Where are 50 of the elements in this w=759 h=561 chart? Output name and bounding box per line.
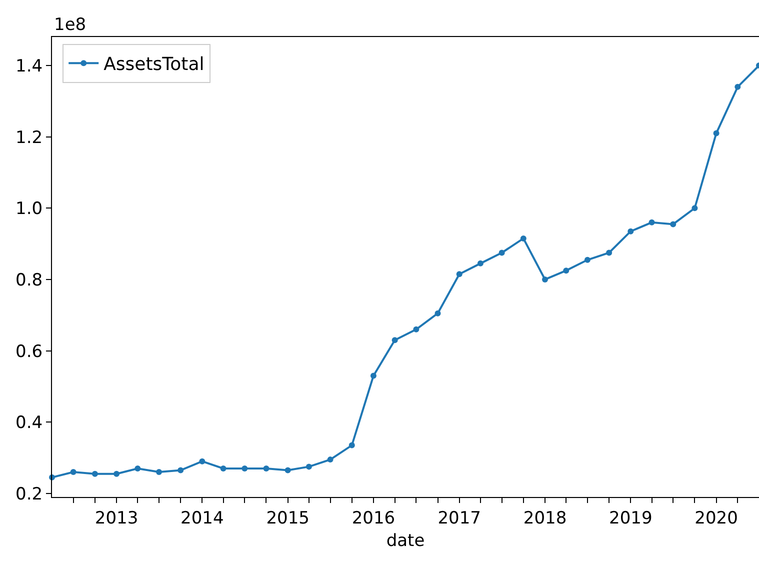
y-tick-label: 1.0 — [16, 199, 43, 220]
point — [92, 470, 98, 477]
point — [628, 228, 634, 234]
x-tick-label: 2015 — [266, 508, 310, 528]
point — [220, 465, 226, 472]
point — [734, 84, 741, 90]
point — [413, 326, 420, 332]
point — [477, 260, 484, 266]
point — [563, 268, 570, 274]
point — [263, 465, 270, 472]
point — [670, 221, 676, 228]
point — [584, 256, 590, 263]
y-tick-label: 0.8 — [16, 270, 43, 290]
y-tick-label: 0.2 — [16, 484, 43, 504]
point — [156, 469, 162, 476]
y-tick-label: 1.4 — [16, 56, 43, 76]
point — [114, 470, 120, 477]
point — [542, 276, 548, 282]
x-tick-label: 2020 — [694, 508, 738, 528]
point — [306, 464, 312, 470]
point — [456, 271, 462, 278]
point — [648, 219, 655, 226]
x-tick-label: 2017 — [438, 508, 481, 528]
text: 1e8 — [54, 15, 86, 35]
point — [327, 456, 334, 463]
x-tick-label: 2014 — [180, 508, 224, 528]
x-axis-title: date — [386, 530, 425, 551]
point — [606, 250, 612, 256]
x-tick-label: 2019 — [609, 508, 652, 528]
point — [434, 310, 441, 316]
point — [70, 469, 76, 476]
point — [370, 372, 376, 379]
point — [199, 458, 206, 464]
point — [242, 465, 248, 472]
point — [692, 205, 698, 212]
x-tick-label: 2016 — [352, 508, 396, 528]
point — [284, 467, 291, 474]
point — [392, 337, 398, 344]
point — [134, 465, 141, 472]
y-tick-label: 0.4 — [16, 413, 43, 434]
x-tick-label: 2013 — [94, 508, 138, 528]
point — [348, 442, 355, 448]
point — [178, 467, 184, 474]
y-tick-label: 1.2 — [16, 128, 43, 148]
legend-label: AssetsTotal — [104, 54, 204, 76]
point — [713, 130, 720, 136]
x-tick-label: 2018 — [523, 508, 567, 528]
point — [520, 235, 526, 242]
y-tick-label: 0.6 — [16, 342, 43, 362]
point — [498, 250, 505, 256]
